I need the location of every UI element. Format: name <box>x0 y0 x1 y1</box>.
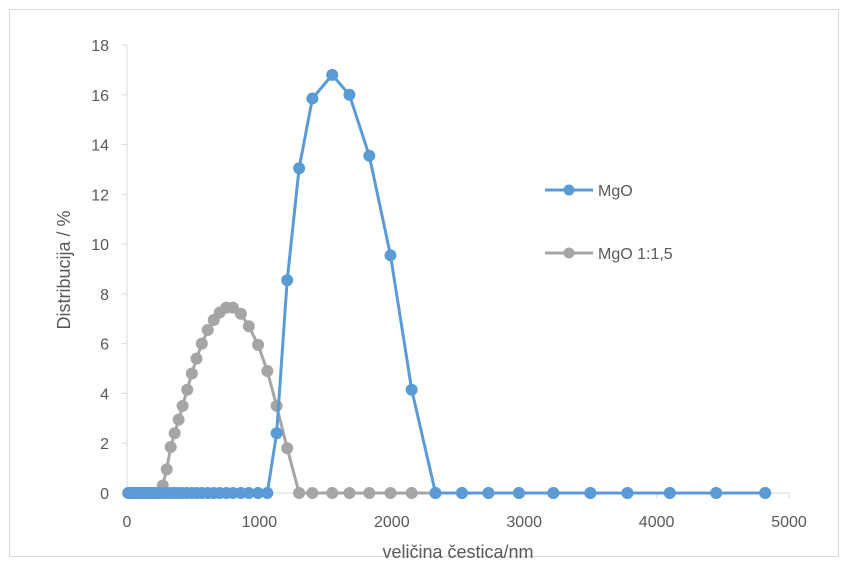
x-tick-label: 2000 <box>374 514 410 531</box>
data-point <box>270 427 283 440</box>
data-point <box>384 487 397 499</box>
y-tick-label: 10 <box>91 237 109 254</box>
x-tick-label: 1000 <box>242 514 278 531</box>
data-point <box>384 249 397 262</box>
data-point <box>326 487 339 499</box>
data-point <box>281 274 294 287</box>
axes: 0 2 4 6 8 10 12 14 16 18 0 1000 2000 3000 4000 5000 <box>91 38 807 531</box>
data-point <box>242 320 255 333</box>
data-point <box>176 399 189 412</box>
x-tick-label: 0 <box>123 514 132 531</box>
data-point <box>234 307 247 320</box>
series-line <box>128 73 766 495</box>
data-point <box>405 487 418 499</box>
legend-label: MgO <box>598 183 633 200</box>
x-tick-label: 5000 <box>771 514 807 531</box>
data-point <box>168 427 181 440</box>
y-tick-label: 8 <box>100 287 109 304</box>
legend-marker <box>563 184 575 196</box>
data-point <box>172 413 185 426</box>
data-point <box>190 352 203 365</box>
data-point <box>482 487 495 499</box>
data-point <box>201 323 214 336</box>
data-point <box>455 487 468 499</box>
data-point <box>195 337 208 350</box>
legend-entry: MgO <box>545 183 633 200</box>
data-point <box>429 487 442 499</box>
data-point <box>363 487 376 499</box>
y-tick-label: 14 <box>91 138 109 155</box>
y-tick-label: 18 <box>91 38 109 55</box>
data-point <box>226 301 239 314</box>
series-line <box>128 306 766 495</box>
data-point <box>252 338 265 351</box>
data-point <box>343 487 356 499</box>
chart-frame <box>9 9 839 557</box>
legend-label: MgO 1:1,5 <box>598 246 673 263</box>
legend-marker <box>563 247 575 259</box>
data-point <box>363 149 376 162</box>
series-mgo-1-1-5 <box>122 301 772 499</box>
y-tick-label: 6 <box>100 337 109 354</box>
x-tick-label: 4000 <box>639 514 675 531</box>
data-point <box>663 487 676 499</box>
data-point <box>547 487 560 499</box>
data-point <box>261 365 274 378</box>
x-tick-label: 3000 <box>506 514 542 531</box>
data-point <box>621 487 634 499</box>
data-point <box>181 383 194 396</box>
data-point <box>164 440 177 453</box>
x-axis-title: veličina čestica/nm <box>382 542 533 562</box>
data-point <box>759 487 772 499</box>
data-point <box>343 88 356 101</box>
data-point <box>584 487 597 499</box>
y-tick-label: 12 <box>91 187 109 204</box>
data-point <box>270 399 283 412</box>
series-mgo <box>122 68 772 499</box>
data-point <box>293 487 306 499</box>
data-point <box>293 162 306 175</box>
legend: MgO MgO 1:1,5 <box>545 183 673 263</box>
series-layer <box>122 68 772 499</box>
y-tick-label: 2 <box>100 436 109 453</box>
data-point <box>405 383 418 396</box>
data-point <box>512 487 525 499</box>
data-point <box>281 442 294 455</box>
data-point <box>710 487 723 499</box>
data-point <box>261 487 274 499</box>
data-point <box>160 463 173 476</box>
y-tick-label: 0 <box>100 486 109 503</box>
data-point <box>306 92 319 105</box>
y-tick-label: 16 <box>91 88 109 105</box>
data-point <box>306 487 319 499</box>
legend-entry: MgO 1:1,5 <box>545 246 673 263</box>
y-axis-title: Distribucija / % <box>54 210 74 329</box>
y-tick-label: 4 <box>100 386 109 403</box>
data-point <box>185 367 198 380</box>
data-point <box>326 68 339 81</box>
